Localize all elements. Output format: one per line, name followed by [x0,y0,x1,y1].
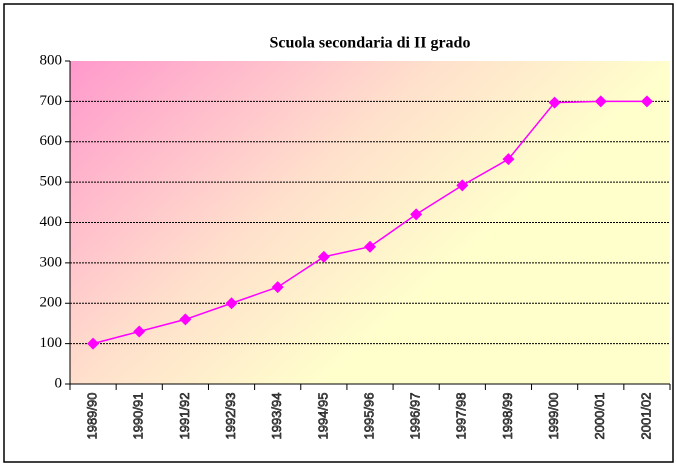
marker [271,281,284,294]
marker [594,95,607,108]
marker [548,96,561,109]
y-tick-label: 400 [40,214,63,230]
y-tick-label: 600 [40,133,63,149]
marker [133,325,146,338]
marker [410,208,423,221]
x-tick-label: 1994/95 [315,393,330,440]
x-tick-label: 1990/91 [131,393,146,440]
x-tick-label: 1993/94 [269,393,284,440]
y-tick-label: 700 [40,93,63,109]
y-tick-label: 800 [40,52,63,68]
y-tick-label: 300 [40,254,63,270]
marker [502,153,515,166]
x-tick-label: 2000/01 [592,393,607,440]
y-tick-label: 500 [40,174,63,190]
x-tick-label: 1999/00 [546,393,561,440]
x-tick-label: 1989/90 [85,393,100,440]
marker [456,179,469,192]
x-tick-label: 1991/92 [177,393,192,440]
marker [317,250,330,263]
marker [225,297,238,310]
x-tick-label: 1996/97 [408,393,423,440]
x-tick-label: 1992/93 [223,393,238,440]
marker [179,313,192,326]
y-tick-label: 100 [40,335,63,351]
chart-title: Scuola secondaria di II grado [270,35,471,52]
marker [364,240,376,253]
marker [87,337,100,350]
y-tick-label: 200 [40,295,63,311]
marker [640,95,653,108]
y-tick-label: 0 [55,375,63,391]
x-tick-label: 2001/02 [638,393,653,440]
x-tick-label: 1997/98 [454,393,469,440]
x-tick-label: 1995/96 [361,393,376,440]
x-tick-label: 1998/99 [500,393,515,440]
